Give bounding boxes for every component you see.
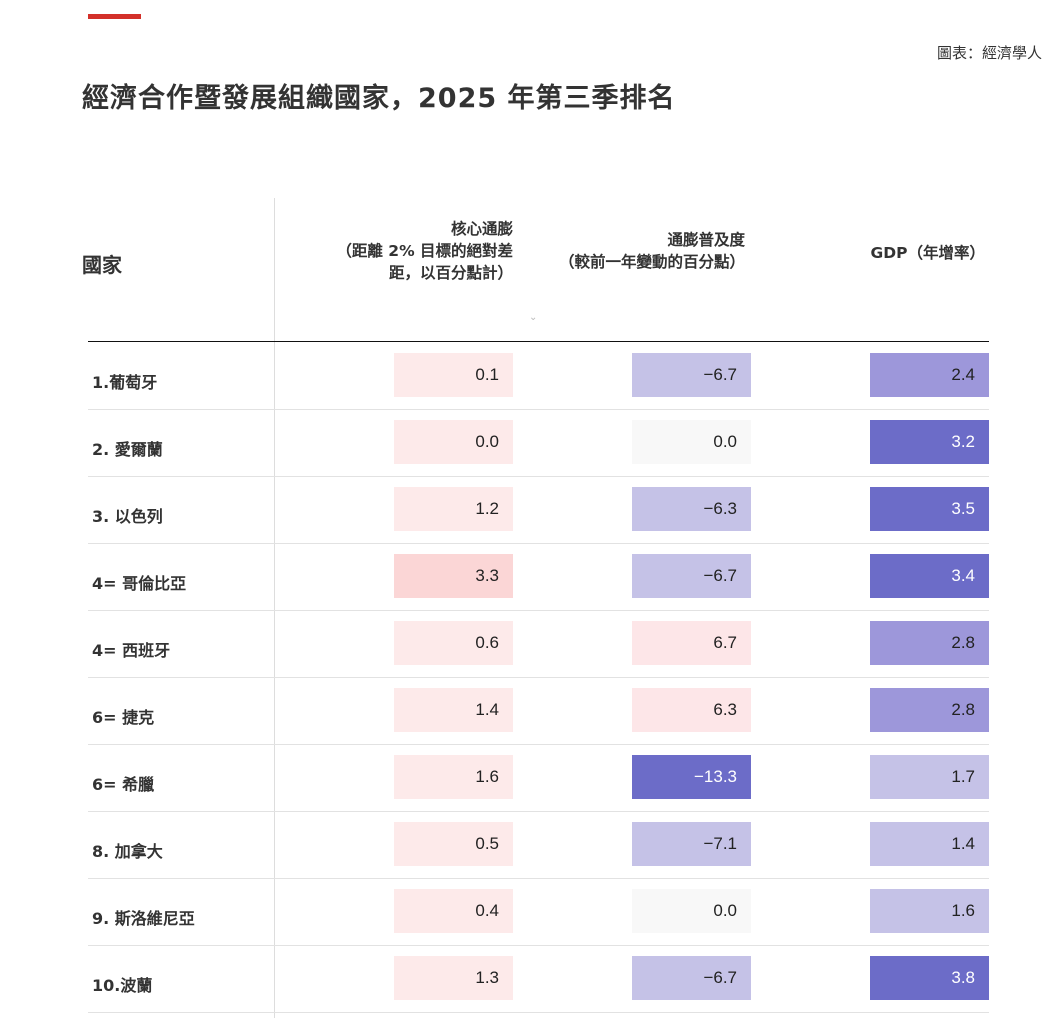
table-row: 6= 希臘 1.6 −13.3 1.7 [88, 744, 989, 812]
core-inflation-cell: 1.4 [394, 688, 513, 732]
core-inflation-cell: 1.3 [394, 956, 513, 1000]
inflation-breadth-cell: 6.7 [632, 621, 751, 665]
inflation-breadth-cell: −7.1 [632, 822, 751, 866]
country-name: 8. 加拿大 [92, 842, 163, 861]
gdp-cell: 3.5 [870, 487, 989, 531]
table-row: 8. 加拿大 0.5 −7.1 1.4 [88, 811, 989, 879]
core-inflation-cell: 1.6 [394, 755, 513, 799]
inflation-breadth-cell: −6.7 [632, 353, 751, 397]
country-name: 6= 捷克 [92, 708, 155, 727]
core-inflation-cell: 1.2 [394, 487, 513, 531]
inflation-breadth-cell: −13.3 [632, 755, 751, 799]
table-row: 2. 愛爾蘭 0.0 0.0 3.2 [88, 409, 989, 477]
header-core-inflation[interactable]: 核心通膨 （距離 2% 目標的絕對差 距，以百分點計） [336, 220, 513, 282]
table-row: 6= 捷克 1.4 6.3 2.8 [88, 677, 989, 745]
core-inflation-cell: 3.3 [394, 554, 513, 598]
core-inflation-cell: 0.5 [394, 822, 513, 866]
country-name: 9. 斯洛維尼亞 [92, 909, 195, 928]
table-row: 4= 哥倫比亞 3.3 −6.7 3.4 [88, 543, 989, 611]
gdp-cell: 1.4 [870, 822, 989, 866]
table-row: 4= 西班牙 0.6 6.7 2.8 [88, 610, 989, 678]
gdp-cell: 1.7 [870, 755, 989, 799]
table-row: 3. 以色列 1.2 −6.3 3.5 [88, 476, 989, 544]
inflation-breadth-cell: 0.0 [632, 889, 751, 933]
country-name: 4= 西班牙 [92, 641, 171, 660]
country-name: 10.波蘭 [92, 976, 153, 995]
source-label: 圖表：經濟學人 [936, 44, 1042, 62]
inflation-breadth-cell: 6.3 [632, 688, 751, 732]
gdp-cell: 3.8 [870, 956, 989, 1000]
country-name: 2. 愛爾蘭 [92, 440, 163, 459]
country-name: 1.葡萄牙 [92, 373, 158, 392]
gdp-cell: 1.6 [870, 889, 989, 933]
table-row: 1.葡萄牙 0.1 −6.7 2.4 [88, 342, 989, 410]
gdp-cell: 2.4 [870, 353, 989, 397]
gdp-cell: 2.8 [870, 621, 989, 665]
table-row: 10.波蘭 1.3 −6.7 3.8 [88, 945, 989, 1013]
page-title: 經濟合作暨發展組織國家，2025 年第三季排名 [82, 83, 676, 114]
core-inflation-cell: 0.0 [394, 420, 513, 464]
header-gdp[interactable]: GDP（年增率） [870, 244, 985, 262]
table-header: 國家 核心通膨 （距離 2% 目標的絕對差 距，以百分點計） ⌄ 通膨普及度 （… [82, 200, 989, 342]
column-divider [274, 198, 275, 1018]
brand-bar [88, 14, 141, 19]
inflation-breadth-cell: 0.0 [632, 420, 751, 464]
inflation-breadth-cell: −6.7 [632, 956, 751, 1000]
country-name: 3. 以色列 [92, 507, 163, 526]
country-name: 4= 哥倫比亞 [92, 574, 187, 593]
core-inflation-cell: 0.4 [394, 889, 513, 933]
table-row: 9. 斯洛維尼亞 0.4 0.0 1.6 [88, 878, 989, 946]
inflation-breadth-cell: −6.7 [632, 554, 751, 598]
gdp-cell: 3.4 [870, 554, 989, 598]
core-inflation-cell: 0.1 [394, 353, 513, 397]
chevron-down-icon[interactable]: ⌄ [529, 312, 538, 323]
gdp-cell: 3.2 [870, 420, 989, 464]
header-inflation-breadth[interactable]: 通膨普及度 （較前一年變動的百分點） [558, 231, 745, 271]
header-country[interactable]: 國家 [82, 253, 122, 277]
inflation-breadth-cell: −6.3 [632, 487, 751, 531]
country-name: 6= 希臘 [92, 775, 155, 794]
core-inflation-cell: 0.6 [394, 621, 513, 665]
gdp-cell: 2.8 [870, 688, 989, 732]
